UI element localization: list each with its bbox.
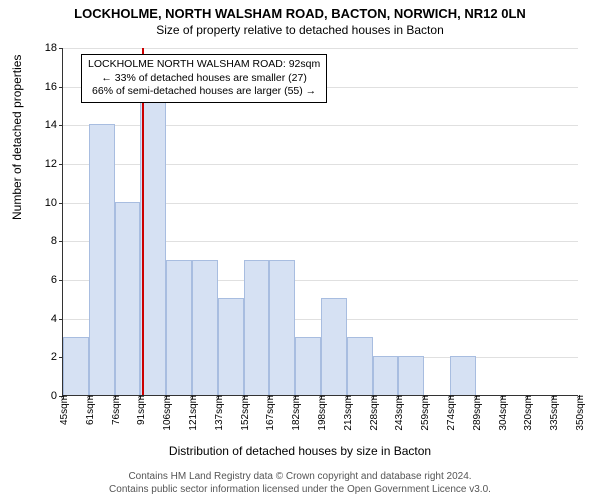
histogram-bar [398, 356, 424, 395]
histogram-bar [166, 260, 192, 395]
histogram-bar [192, 260, 218, 395]
y-tick-label: 14 [38, 119, 63, 131]
x-tick-label: 259sqm [417, 395, 431, 431]
x-tick-label: 335sqm [546, 395, 560, 431]
annotation-line: 66% of semi-detached houses are larger (… [88, 85, 320, 99]
x-tick-label: 167sqm [262, 395, 276, 431]
x-tick-label: 152sqm [237, 395, 251, 431]
x-tick-label: 320sqm [520, 395, 534, 431]
histogram-bar [140, 86, 166, 395]
footer-line-1: Contains HM Land Registry data © Crown c… [0, 470, 600, 483]
x-tick-label: 91sqm [133, 395, 147, 425]
chart-plot-area: 02468101214161845sqm61sqm76sqm91sqm106sq… [62, 48, 578, 396]
y-tick-label: 10 [38, 197, 63, 209]
x-tick-label: 213sqm [340, 395, 354, 431]
x-tick-label: 243sqm [391, 395, 405, 431]
chart-title: LOCKHOLME, NORTH WALSHAM ROAD, BACTON, N… [0, 0, 600, 21]
y-tick-label: 8 [38, 235, 63, 247]
x-tick-label: 76sqm [108, 395, 122, 425]
histogram-bar [89, 124, 115, 395]
histogram-bar [373, 356, 399, 395]
x-tick-label: 289sqm [469, 395, 483, 431]
histogram-bar [347, 337, 373, 395]
footer-attribution: Contains HM Land Registry data © Crown c… [0, 470, 600, 496]
x-tick-label: 198sqm [314, 395, 328, 431]
x-tick-label: 106sqm [159, 395, 173, 431]
x-tick-label: 45sqm [56, 395, 70, 425]
histogram-bar [244, 260, 270, 395]
histogram-bar [63, 337, 89, 395]
y-tick-label: 4 [38, 313, 63, 325]
histogram-bar [269, 260, 295, 395]
y-axis-label: Number of detached properties [10, 55, 24, 220]
x-tick-label: 121sqm [185, 395, 199, 431]
x-tick-label: 350sqm [572, 395, 586, 431]
footer-line-2: Contains public sector information licen… [0, 483, 600, 496]
y-tick-label: 2 [38, 351, 63, 363]
x-tick-label: 274sqm [443, 395, 457, 431]
annotation-line: ← 33% of detached houses are smaller (27… [88, 72, 320, 86]
histogram-bar [321, 298, 347, 395]
x-tick-label: 137sqm [211, 395, 225, 431]
y-tick-label: 18 [38, 42, 63, 54]
x-tick-label: 61sqm [82, 395, 96, 425]
y-tick-label: 12 [38, 158, 63, 170]
y-tick-label: 16 [38, 81, 63, 93]
histogram-bar [218, 298, 244, 395]
gridline [63, 48, 578, 49]
chart-subtitle: Size of property relative to detached ho… [0, 21, 600, 37]
histogram-bar [115, 202, 141, 395]
annotation-line: LOCKHOLME NORTH WALSHAM ROAD: 92sqm [88, 58, 320, 72]
histogram-bar [450, 356, 476, 395]
x-axis-label: Distribution of detached houses by size … [0, 444, 600, 458]
x-tick-label: 182sqm [288, 395, 302, 431]
y-tick-label: 6 [38, 274, 63, 286]
x-tick-label: 228sqm [366, 395, 380, 431]
x-tick-label: 304sqm [495, 395, 509, 431]
histogram-bar [295, 337, 321, 395]
annotation-box: LOCKHOLME NORTH WALSHAM ROAD: 92sqm← 33%… [81, 54, 327, 103]
